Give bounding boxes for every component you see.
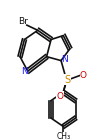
Text: CH₃: CH₃ (56, 132, 70, 140)
Text: Br: Br (18, 17, 28, 26)
Text: O: O (56, 92, 63, 101)
Text: O: O (80, 71, 87, 80)
Text: N: N (61, 55, 67, 64)
Text: S: S (64, 75, 70, 85)
Text: N: N (21, 67, 28, 76)
